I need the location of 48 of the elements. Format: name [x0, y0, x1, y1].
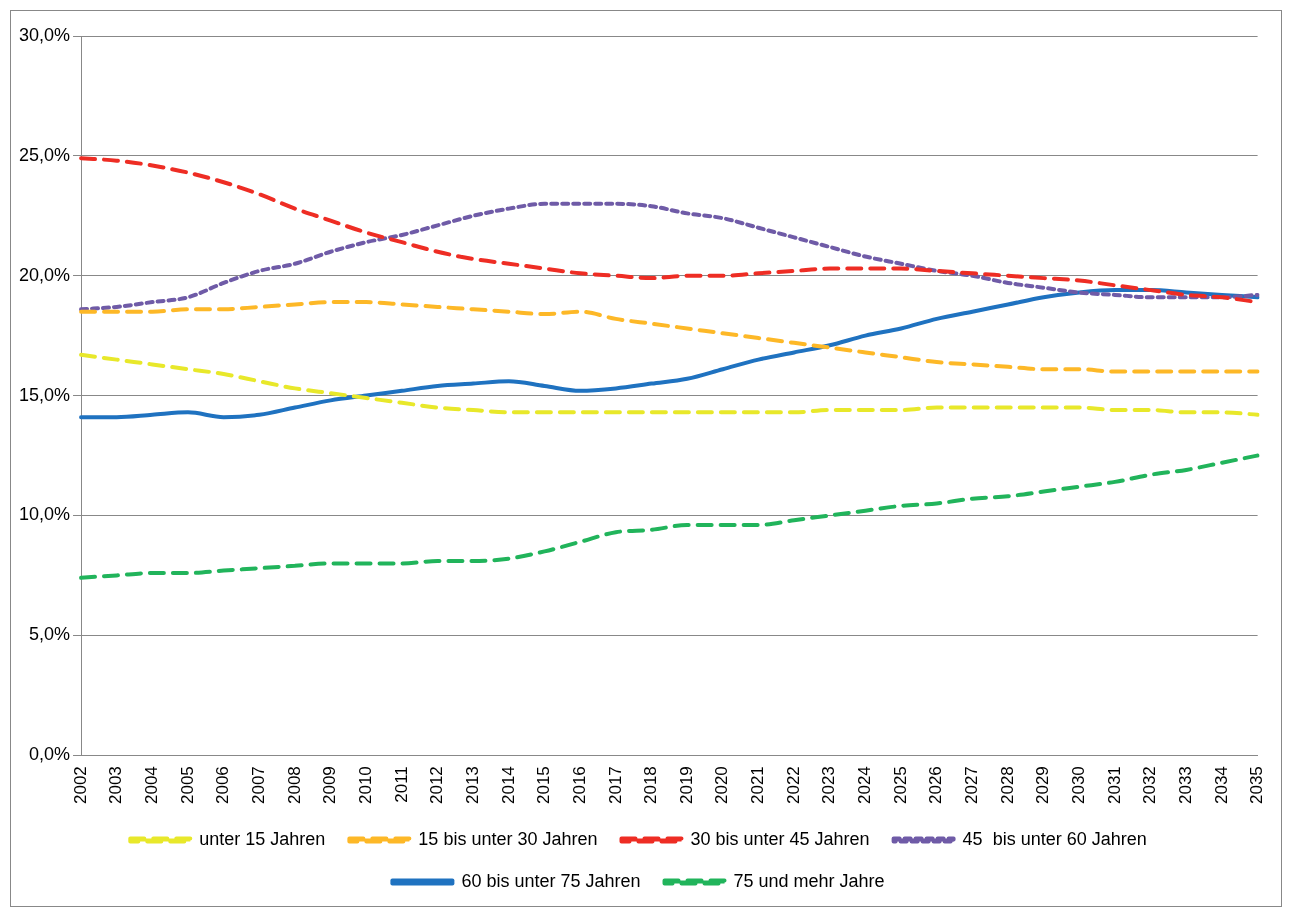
x-tick-label: 2028	[997, 766, 1017, 805]
x-tick-label: 2009	[320, 766, 340, 805]
x-tick-label: 2023	[819, 766, 839, 805]
legend-label: unter 15 Jahren	[199, 828, 326, 849]
legend-label: 15 bis unter 30 Jahren	[418, 828, 598, 849]
x-tick-label: 2015	[534, 766, 554, 805]
y-tick-label: 10,0%	[18, 504, 71, 525]
legend-label: 30 bis unter 45 Jahren	[690, 828, 870, 849]
line-series	[79, 300, 1260, 374]
y-tick-label: 20,0%	[18, 264, 71, 285]
x-tick-label: 2005	[177, 766, 197, 805]
x-tick-label: 2032	[1140, 766, 1160, 805]
x-tick-label: 2025	[890, 766, 910, 805]
legend-label: 60 bis unter 75 Jahren	[461, 870, 641, 891]
y-tick-label: 0,0%	[29, 744, 71, 765]
legend-label: 75 und mehr Jahre	[733, 870, 885, 891]
x-tick-label: 2016	[569, 766, 589, 805]
x-tick-label: 2017	[605, 766, 625, 805]
x-tick-label: 2021	[748, 766, 768, 805]
y-tick-label: 5,0%	[29, 624, 71, 645]
x-tick-label: 2031	[1104, 766, 1124, 805]
x-tick-label: 2010	[355, 766, 375, 805]
x-tick-label: 2027	[962, 766, 982, 805]
x-tick-label: 2034	[1211, 766, 1231, 805]
x-tick-label: 2026	[926, 766, 946, 805]
y-tick-label: 25,0%	[18, 144, 71, 165]
legend-label: 45 bis unter 60 Jahren	[962, 828, 1147, 849]
x-tick-label: 2002	[70, 766, 90, 805]
x-tick-label: 2030	[1069, 766, 1089, 805]
x-tick-label: 2024	[855, 766, 875, 805]
y-tick-label: 15,0%	[18, 384, 71, 405]
x-tick-label: 2007	[248, 766, 268, 805]
x-tick-label: 2022	[783, 766, 803, 805]
x-tick-label: 2013	[462, 766, 482, 805]
x-tick-label: 2008	[284, 766, 304, 805]
x-tick-label: 2011	[391, 766, 411, 803]
y-tick-label: 30,0%	[18, 24, 71, 45]
x-tick-label: 2029	[1033, 766, 1053, 805]
x-tick-label: 2014	[498, 766, 518, 805]
x-tick-label: 2003	[106, 766, 126, 805]
x-tick-label: 2018	[641, 766, 661, 805]
x-tick-label: 2019	[676, 766, 696, 805]
x-tick-label: 2004	[142, 766, 162, 805]
x-tick-label: 2020	[712, 766, 732, 805]
x-tick-label: 2033	[1175, 766, 1195, 805]
x-tick-label: 2035	[1247, 766, 1267, 805]
x-tick-label: 2012	[427, 766, 447, 805]
x-tick-label: 2006	[213, 766, 233, 805]
